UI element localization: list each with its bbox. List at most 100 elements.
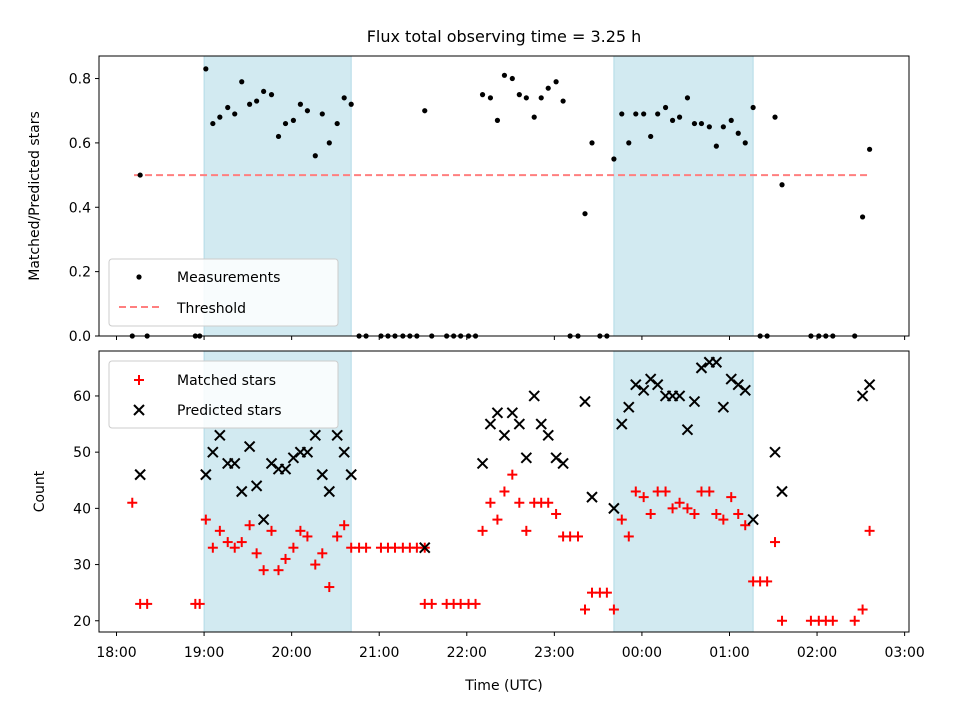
cross-b <box>491 407 504 419</box>
measurement-point <box>232 111 238 117</box>
cross-b <box>316 468 329 481</box>
measurement-point <box>487 95 494 101</box>
cross-b <box>732 379 744 391</box>
cross-b <box>345 468 357 481</box>
cross-b <box>695 362 708 374</box>
measurement-point <box>261 88 267 95</box>
matched-star-point <box>601 587 612 598</box>
cross-b <box>550 452 562 464</box>
measurement-point <box>691 120 698 127</box>
measurement-point <box>676 114 683 120</box>
predicted-star-point <box>229 457 241 470</box>
cross-b <box>681 423 694 436</box>
predicted-star-point <box>279 463 292 475</box>
bottom-legend: Matched stars Predicted stars <box>108 360 339 429</box>
top-axes-frame <box>98 55 910 337</box>
cross-b <box>200 468 212 481</box>
predicted-star-point <box>717 401 730 413</box>
cross-b <box>301 446 314 458</box>
chart-title: Flux total observing time = 3.25 h <box>367 27 642 46</box>
measurement-point <box>304 108 311 114</box>
measurement-point <box>523 95 529 101</box>
measurement-point <box>290 117 296 123</box>
cross-b <box>331 429 343 442</box>
top-ytick-label: 0.2 <box>69 265 91 281</box>
cross-b <box>229 457 241 470</box>
measurement-point <box>275 133 282 140</box>
cross-b <box>623 401 635 413</box>
cross-b <box>133 404 145 416</box>
cross-b <box>265 457 278 470</box>
predicted-star-point <box>856 390 869 402</box>
matched-star-point <box>229 542 240 553</box>
measurement-point <box>713 143 719 149</box>
measurement-point <box>735 130 741 136</box>
measurement-point <box>326 140 332 146</box>
predicted-star-point <box>608 502 620 515</box>
measurement-point <box>728 117 734 123</box>
cross-b <box>710 356 723 368</box>
measurement-point <box>633 111 639 117</box>
matched-star-point <box>740 520 751 531</box>
predicted-star-point <box>301 446 314 458</box>
predicted-star-point <box>257 513 270 526</box>
measurement-point <box>545 85 551 91</box>
cross-b <box>338 446 350 458</box>
matched-star-point <box>580 604 590 615</box>
matched-star-point <box>194 598 205 609</box>
matched-star-point <box>645 508 656 519</box>
cross-b <box>236 485 248 498</box>
cross-b <box>257 513 270 526</box>
matched-star-point <box>507 469 518 480</box>
matched-star-point <box>142 598 153 609</box>
predicted-star-point <box>681 423 694 436</box>
cross-b <box>528 390 540 402</box>
matched-star-point <box>616 514 627 525</box>
cross-b <box>557 457 569 470</box>
cross-b <box>644 373 657 385</box>
bottom-panel: 20 30 40 50 60 18:00 19:00 20:00 21:00 22:00 23:00… <box>32 350 925 694</box>
matched-star-point <box>704 486 715 497</box>
measurement-point <box>706 124 712 130</box>
measurement-point <box>560 98 566 104</box>
matched-star-point <box>674 497 685 508</box>
measurement-point <box>655 111 661 117</box>
bottom-y-axis-label: Count <box>32 470 48 512</box>
matched-star-point <box>777 615 788 626</box>
predicted-star-point <box>243 440 256 453</box>
bottom-ytick-label: 60 <box>73 389 91 405</box>
x-tick-label: 18:00 <box>96 645 136 661</box>
x-tick-label: 00:00 <box>622 645 662 661</box>
matched-star-point <box>266 525 277 536</box>
top-ytick-label: 0.8 <box>69 72 91 88</box>
x-tick-label: 01:00 <box>709 645 749 661</box>
measurement-point <box>247 101 253 107</box>
legend-threshold-label: Threshold <box>176 301 246 317</box>
x-axis-label: Time (UTC) <box>464 678 542 694</box>
cross-b <box>725 373 737 385</box>
predicted-star-point <box>586 491 598 503</box>
matched-star-point <box>689 508 700 519</box>
matched-star-point <box>332 531 343 542</box>
measurement-point <box>297 101 304 107</box>
top-axis-ticks: 0.0 0.2 0.4 0.6 0.8 <box>69 72 906 345</box>
top-legend-box <box>108 258 339 327</box>
measurement-point <box>538 95 544 101</box>
matched-star-point <box>251 548 262 559</box>
predicted-star-point <box>673 390 686 402</box>
predicted-star-point <box>214 429 226 442</box>
cross-b <box>747 513 759 526</box>
matched-star-point <box>608 604 619 615</box>
measurement-point <box>669 117 676 123</box>
predicted-star-point <box>484 418 497 430</box>
measurement-point <box>589 140 595 146</box>
predicted-star-point <box>695 362 708 374</box>
x-tick-label: 23:00 <box>534 645 574 661</box>
predicted-star-point <box>688 395 701 408</box>
predicted-star-point <box>323 485 336 498</box>
bottom-ytick-label: 40 <box>73 501 91 517</box>
matched-star-point <box>273 565 284 576</box>
cross-b <box>498 429 511 442</box>
cross-b <box>856 390 869 402</box>
